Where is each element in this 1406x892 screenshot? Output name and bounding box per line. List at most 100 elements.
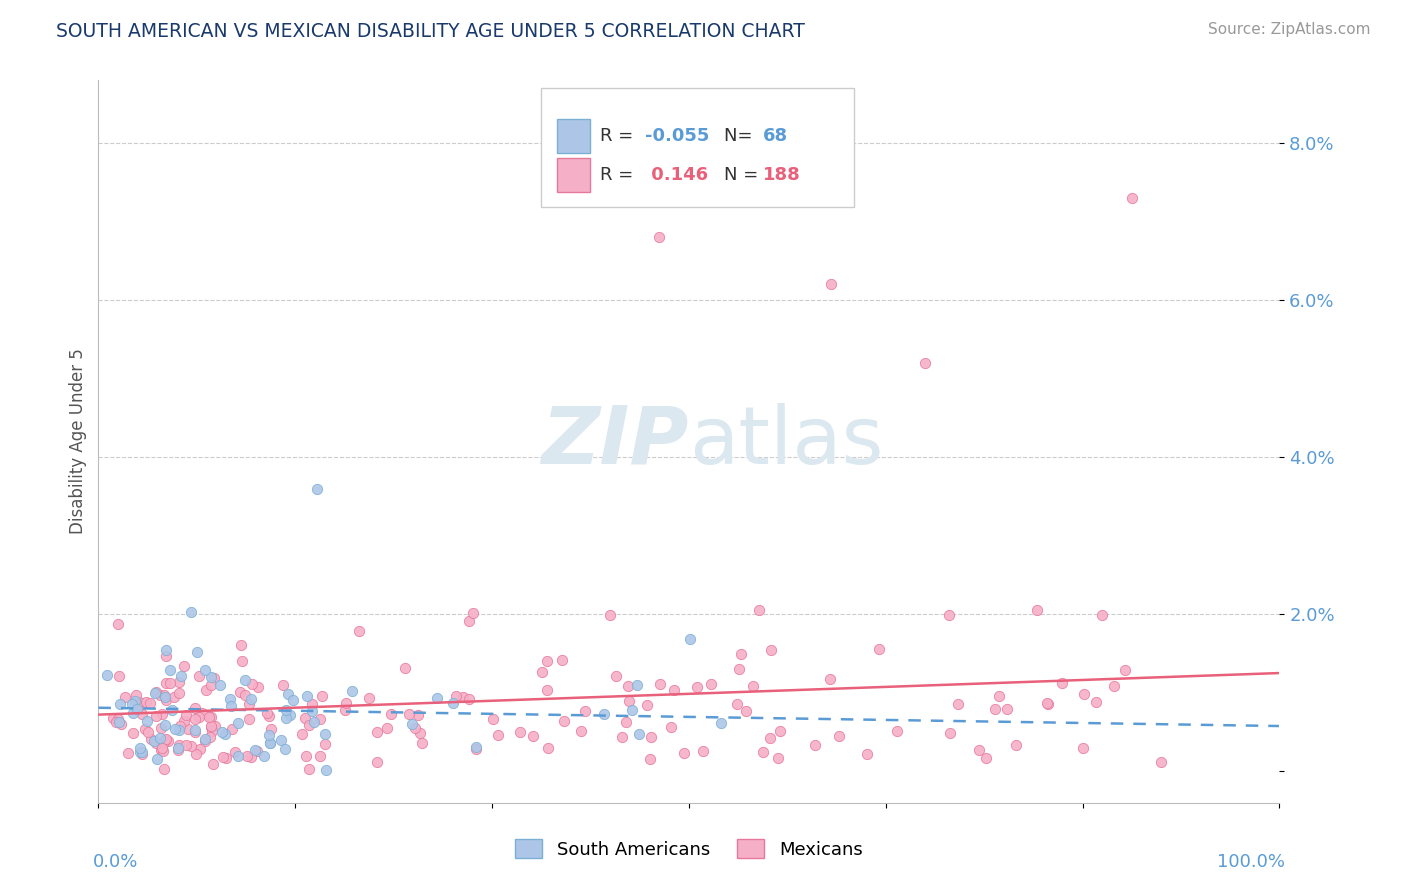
Point bbox=[730, 648, 752, 662]
Point bbox=[274, 711, 297, 725]
Point bbox=[1114, 663, 1136, 677]
Point bbox=[167, 738, 190, 752]
Point bbox=[149, 743, 172, 757]
Point bbox=[463, 606, 485, 620]
Point bbox=[145, 685, 167, 699]
Point bbox=[174, 708, 197, 723]
Point bbox=[174, 739, 197, 753]
Point bbox=[131, 706, 153, 721]
Point bbox=[110, 716, 132, 731]
Point bbox=[238, 697, 260, 711]
Point bbox=[136, 714, 159, 729]
Point bbox=[404, 721, 426, 735]
Point bbox=[194, 664, 217, 678]
Point bbox=[224, 745, 246, 759]
Point bbox=[394, 660, 416, 674]
Point bbox=[1035, 696, 1057, 710]
Point bbox=[699, 677, 721, 691]
Point bbox=[194, 734, 217, 748]
FancyBboxPatch shape bbox=[557, 158, 589, 193]
Point bbox=[939, 726, 962, 740]
Point bbox=[759, 643, 782, 657]
Point bbox=[640, 731, 662, 745]
Point bbox=[769, 724, 792, 739]
Point bbox=[128, 740, 150, 755]
Point bbox=[335, 697, 357, 711]
Point bbox=[627, 726, 650, 740]
Point bbox=[200, 710, 222, 724]
Text: Source: ZipAtlas.com: Source: ZipAtlas.com bbox=[1208, 22, 1371, 37]
Point bbox=[131, 747, 153, 761]
Point bbox=[173, 659, 195, 673]
Point bbox=[820, 277, 842, 292]
Point bbox=[536, 683, 558, 698]
Point bbox=[735, 704, 758, 718]
Point bbox=[741, 679, 763, 693]
Point bbox=[184, 723, 207, 737]
Point bbox=[114, 690, 136, 704]
Point bbox=[401, 716, 423, 731]
Point bbox=[96, 668, 118, 682]
Point bbox=[1050, 676, 1073, 690]
Point bbox=[155, 732, 177, 747]
Point bbox=[1073, 686, 1095, 700]
Point bbox=[240, 749, 263, 764]
Point bbox=[610, 730, 633, 744]
Point bbox=[176, 722, 198, 736]
Point bbox=[315, 763, 337, 777]
Point bbox=[197, 710, 219, 724]
Point bbox=[748, 603, 770, 617]
Point bbox=[686, 680, 709, 694]
Point bbox=[366, 755, 388, 769]
Point bbox=[280, 708, 302, 723]
Point bbox=[309, 712, 332, 726]
Point bbox=[127, 702, 149, 716]
Point bbox=[626, 678, 648, 692]
Point bbox=[314, 727, 336, 741]
Point bbox=[153, 735, 176, 749]
Point bbox=[121, 706, 143, 721]
Point bbox=[380, 706, 402, 721]
Point bbox=[188, 669, 211, 683]
Point bbox=[662, 682, 685, 697]
Point bbox=[759, 731, 782, 746]
Point bbox=[974, 751, 997, 765]
Point bbox=[301, 697, 323, 711]
Point bbox=[162, 703, 184, 717]
Point bbox=[240, 677, 263, 691]
Point bbox=[235, 673, 257, 687]
Point bbox=[153, 732, 176, 747]
Point bbox=[1026, 603, 1049, 617]
Point bbox=[107, 712, 129, 726]
Point bbox=[451, 690, 474, 705]
Point bbox=[152, 762, 174, 776]
Point bbox=[131, 745, 153, 759]
Text: -0.055: -0.055 bbox=[645, 127, 710, 145]
Point bbox=[165, 723, 187, 737]
Text: 68: 68 bbox=[763, 127, 789, 145]
Point bbox=[457, 615, 479, 629]
Point bbox=[522, 729, 544, 743]
Point bbox=[259, 728, 281, 742]
Point bbox=[766, 751, 789, 765]
Text: N=: N= bbox=[724, 127, 759, 145]
Point bbox=[211, 725, 233, 739]
Point bbox=[169, 669, 191, 683]
Point bbox=[592, 707, 614, 722]
Point bbox=[984, 702, 1007, 716]
Point bbox=[148, 688, 170, 702]
Point bbox=[226, 716, 249, 731]
Point bbox=[128, 745, 150, 759]
Point bbox=[274, 741, 297, 756]
Point bbox=[636, 698, 658, 713]
Point bbox=[173, 714, 195, 728]
Point bbox=[406, 707, 429, 722]
Point bbox=[201, 724, 224, 739]
Point bbox=[169, 686, 191, 700]
Point bbox=[155, 675, 177, 690]
Point bbox=[124, 693, 146, 707]
Point bbox=[294, 711, 316, 725]
Point bbox=[117, 746, 139, 760]
Point bbox=[107, 669, 129, 683]
Point bbox=[180, 605, 202, 619]
